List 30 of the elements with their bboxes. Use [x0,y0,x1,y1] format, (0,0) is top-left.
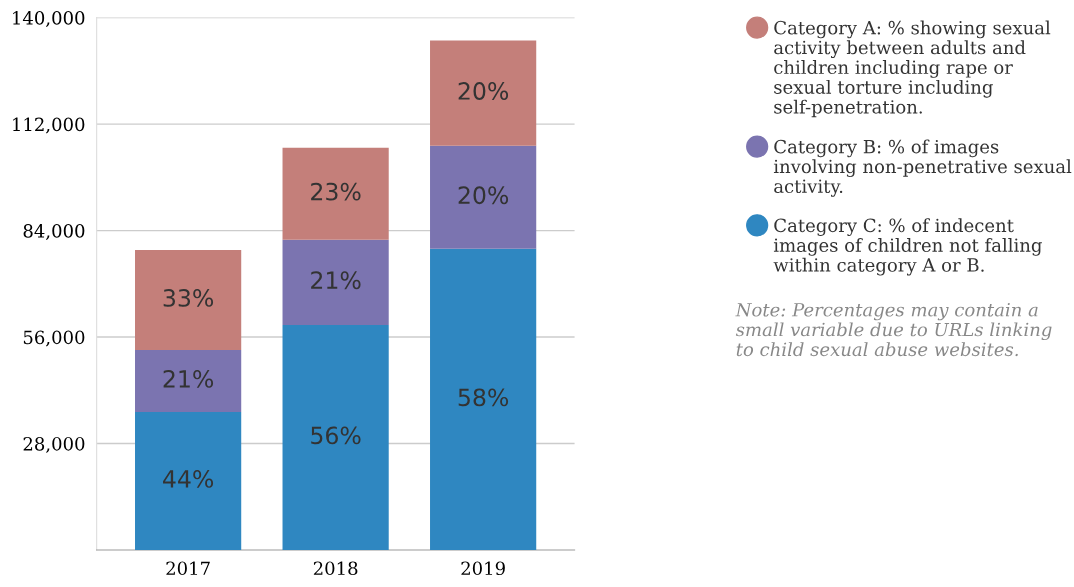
annotation: 58% [458,388,509,407]
bar [430,248,537,551]
y-tick-label: 112,000 [13,117,85,134]
bar [282,239,389,325]
annotation: 20% [458,82,509,100]
bar [135,411,242,551]
annotation: 56% [311,426,361,445]
bar [282,324,389,551]
annotation: 44% [163,469,214,488]
legend-label: Category B: % of images involving non-penetrative sexual activity. [773,139,1072,197]
annotation: 23% [311,182,361,201]
y-tick-label: 56,000 [23,330,85,347]
bar [135,249,242,350]
bar [430,40,537,146]
x-tick-label: 2017 [166,561,210,576]
text: Note: Percentages may contain a small variable due to URLs linking to child sexual abuse websites. [735,303,1052,357]
bar [135,349,242,412]
bar [282,147,389,240]
x-tick-label: 2018 [313,561,358,576]
annotation: 33% [163,288,214,307]
bar [430,145,537,249]
y-tick-label: 84,000 [23,224,85,240]
x-tick-label: 2019 [461,561,505,576]
legend-label: Category A: % showing sexual activity between adults and children including rape or sexual torture including self-penetration. [774,20,1051,118]
annotation: 21% [163,369,214,388]
y-tick-label: 140,000 [13,11,85,27]
annotation: 21% [311,271,361,290]
annotation: 20% [458,186,509,205]
y-tick-label: 28,000 [23,437,85,453]
legend-label: Category C: % of indecent images of children not falling within category A or B. [773,218,1042,276]
